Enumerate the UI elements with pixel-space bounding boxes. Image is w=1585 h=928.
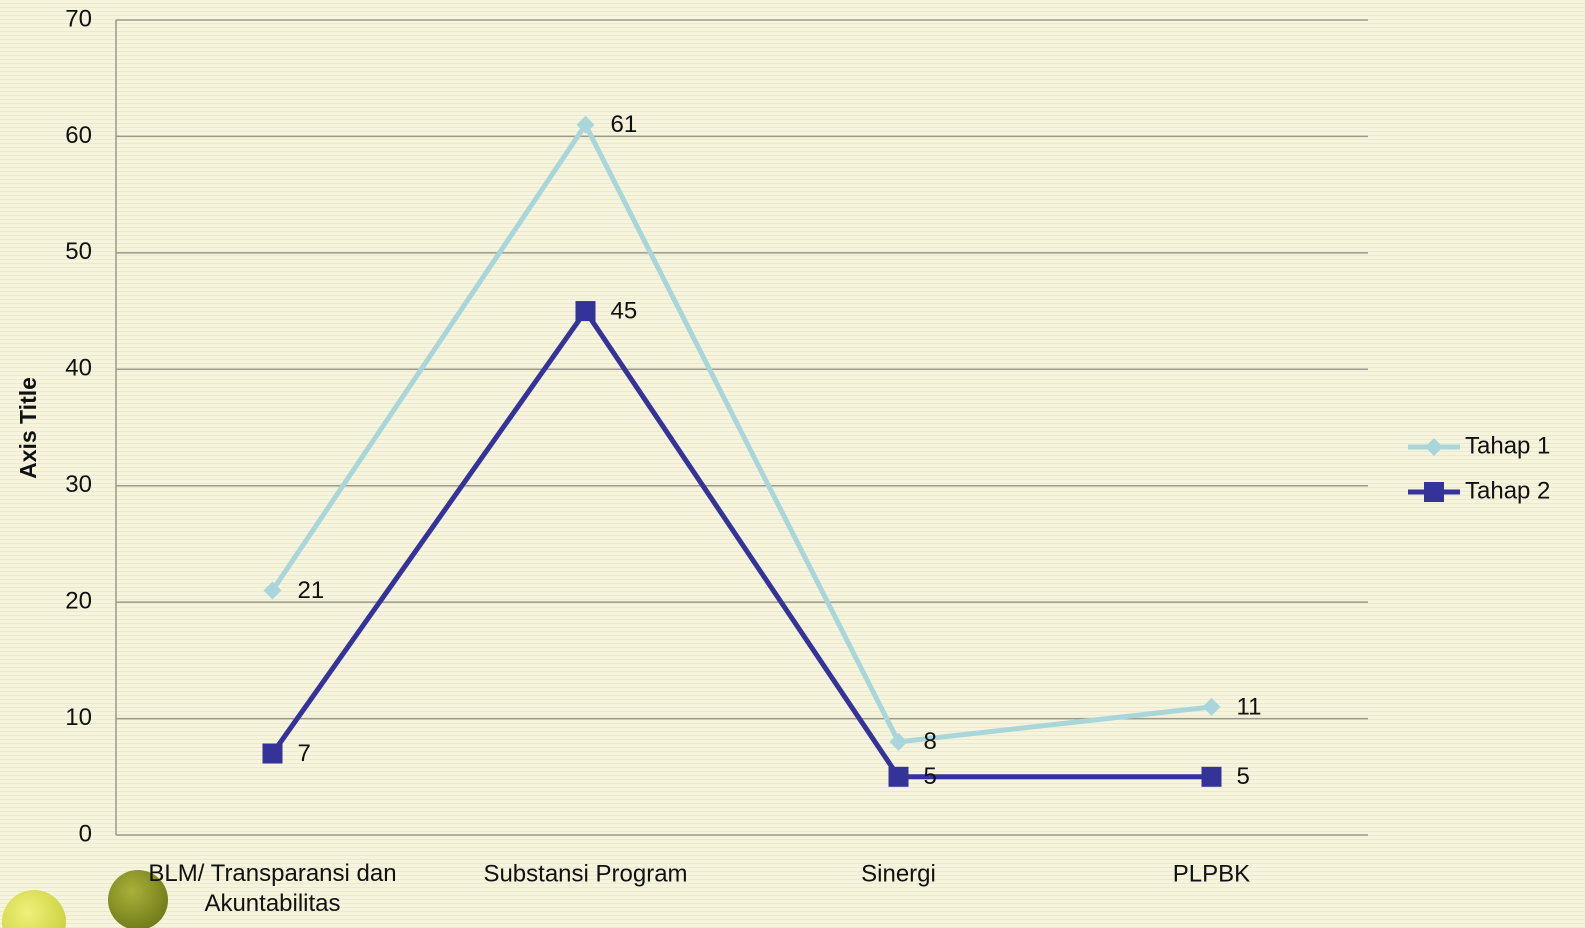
series-line [270, 308, 1212, 780]
y-axis-title: Axis Title [15, 377, 41, 479]
data-label: 11 [1237, 693, 1262, 720]
data-label: 61 [611, 111, 638, 138]
y-tick-label: 40 [65, 355, 92, 382]
legend-label: Tahap 2 [1465, 477, 1550, 504]
data-point [262, 743, 283, 764]
decoration [2, 890, 66, 928]
y-tick-label: 30 [65, 471, 92, 498]
data-point [1201, 766, 1222, 787]
data-point [576, 115, 595, 134]
data-point [889, 732, 908, 751]
legend-label: Tahap 1 [1465, 432, 1550, 459]
decoration [108, 870, 168, 928]
data-label: 21 [298, 577, 325, 604]
y-tick-label: 10 [65, 704, 92, 731]
x-tick-label: Substansi Program [483, 860, 687, 887]
data-point [888, 766, 909, 787]
y-tick-label: 0 [79, 820, 92, 847]
y-tick-label: 60 [65, 122, 92, 149]
y-tick-label: 20 [65, 587, 92, 614]
data-label: 7 [298, 740, 311, 767]
x-tick-label: BLM/ Transparansi dan Akuntabilitas [148, 860, 396, 917]
x-tick-label: Sinergi [861, 860, 936, 887]
data-point [575, 301, 596, 322]
data-point [1202, 697, 1221, 716]
x-tick-label: PLPBK [1173, 860, 1250, 887]
data-label: 5 [924, 763, 937, 790]
y-tick-label: 50 [65, 238, 92, 265]
data-label: 8 [924, 728, 937, 755]
series-line [270, 122, 1212, 745]
data-label: 5 [1237, 763, 1250, 790]
legend-marker [1425, 438, 1443, 456]
data-point [263, 581, 282, 600]
y-tick-label: 70 [65, 5, 92, 32]
legend-marker [1424, 482, 1444, 502]
data-label: 45 [611, 297, 638, 324]
